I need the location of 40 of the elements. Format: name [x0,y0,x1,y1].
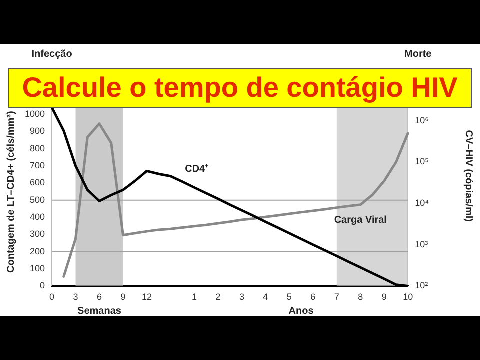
x-tick-label: 12 [142,292,152,302]
series-label: Carga Viral [334,214,388,226]
y2-axis-title: CV–HIV (cópias/ml) [463,130,474,222]
x-tick-label: 9 [120,292,126,302]
x-tick-label: 6 [310,292,316,302]
text: Morte [404,49,432,60]
x-tick-label: 5 [286,292,292,302]
y-tick-label: 400 [30,212,46,222]
x-tick-label: 3 [239,292,244,302]
x-tick-label: 9 [382,292,387,302]
x-tick-label: 4 [263,292,268,302]
y2-tick-label: 10⁴ [415,198,430,208]
y-tick-label: 300 [30,229,46,240]
y-tick-label: 0 [40,280,46,291]
y-tick-label: 500 [30,194,46,205]
y-axis-title: Contagem de LT–CD4+ (céls/mm³) [6,111,17,273]
y2-tick-label: 10³ [415,239,428,250]
x-tick-label: 7 [334,292,340,302]
chart-title: Calcule o tempo de contágio HIV [8,68,472,108]
y-tick-label: 200 [30,246,46,256]
y-tick-label: 900 [30,126,46,136]
x-tick-label: 1 [192,292,197,302]
series-label: CD4⁺ [185,164,210,175]
y-tick-label: 600 [30,178,46,188]
x-tick-label: 0 [50,292,55,302]
y-tick-label: 1000 [24,109,46,120]
x-tick-label: 8 [358,292,364,302]
y2-tick-label: 10⁵ [415,156,430,167]
x-tick-label: 3 [73,292,78,302]
x-axis-title: Semanas [78,306,122,318]
y-tick-label: 100 [30,264,46,274]
x-tick-label: 2 [216,292,221,302]
text: Infecção [32,49,72,60]
x-tick-label: 10 [403,292,414,302]
y2-tick-label: 10⁶ [415,115,430,126]
y2-tick-label: 10² [415,280,428,291]
y-tick-label: 800 [30,143,46,154]
x-tick-label: 6 [96,292,102,302]
text: Anos [288,306,314,318]
y-tick-label: 700 [30,160,46,171]
